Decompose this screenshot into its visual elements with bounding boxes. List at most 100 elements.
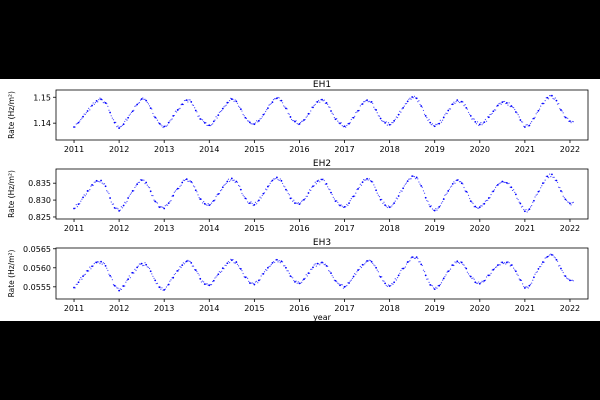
- data-point-scatter: [435, 208, 437, 210]
- data-point-scatter: [445, 274, 447, 276]
- data-point: [91, 104, 93, 107]
- data-point-scatter: [256, 280, 258, 282]
- data-point-scatter: [327, 103, 329, 105]
- data-point: [411, 256, 414, 259]
- data-point-scatter: [383, 201, 385, 203]
- data-point-scatter: [178, 187, 180, 190]
- data-point-scatter: [553, 256, 555, 258]
- data-point-scatter: [399, 110, 401, 113]
- data-point: [542, 261, 544, 263]
- data-point-scatter: [437, 207, 439, 209]
- data-point-scatter: [327, 186, 329, 188]
- data-point-scatter: [106, 267, 108, 269]
- data-point-scatter: [337, 120, 339, 122]
- data-point: [487, 197, 490, 199]
- data-point: [257, 279, 260, 282]
- data-point-scatter: [241, 270, 243, 272]
- data-point-scatter: [188, 99, 190, 101]
- data-point-scatter: [571, 279, 573, 281]
- data-point-scatter: [355, 273, 357, 276]
- data-point-scatter: [346, 203, 348, 206]
- data-point-scatter: [457, 261, 459, 264]
- data-point-scatter: [400, 190, 402, 192]
- data-point: [415, 176, 418, 179]
- y-tick-label: 0.0565: [23, 245, 51, 254]
- data-point: [523, 287, 526, 289]
- data-point-scatter: [214, 277, 216, 279]
- data-point-scatter: [365, 261, 367, 263]
- data-point-scatter: [431, 208, 434, 210]
- data-point-scatter: [192, 104, 195, 106]
- data-point-scatter: [75, 123, 77, 125]
- data-point: [316, 101, 319, 103]
- data-point: [375, 266, 377, 269]
- data-point: [424, 196, 427, 199]
- data-point: [325, 264, 328, 267]
- data-point-scatter: [543, 102, 545, 105]
- data-point-scatter: [430, 123, 432, 126]
- data-point-scatter: [236, 181, 239, 183]
- data-point-scatter: [358, 268, 360, 271]
- data-point: [248, 282, 251, 284]
- data-point-scatter: [467, 194, 470, 196]
- x-tick-label: 2014: [199, 304, 219, 313]
- data-point-scatter: [212, 280, 214, 283]
- data-point-scatter: [336, 200, 338, 202]
- data-point-scatter: [318, 179, 320, 181]
- data-point-scatter: [480, 282, 482, 284]
- data-point-scatter: [98, 99, 100, 101]
- data-point: [181, 103, 184, 106]
- data-point-scatter: [102, 102, 104, 104]
- data-point-scatter: [571, 202, 573, 204]
- data-point-scatter: [295, 120, 297, 122]
- data-point-scatter: [485, 276, 488, 278]
- data-point-scatter: [228, 180, 231, 183]
- data-point-scatter: [160, 124, 162, 126]
- data-point-scatter: [97, 180, 99, 182]
- panel-eh1: EH1 2011 2012 2013 2014 2015 2016 2017 2018 2019 2…: [7, 80, 589, 154]
- data-point-scatter: [207, 203, 209, 205]
- data-point-scatter: [442, 201, 444, 203]
- data-point-scatter: [499, 182, 501, 184]
- data-point-scatter: [92, 184, 94, 186]
- data-point-scatter: [445, 193, 447, 196]
- data-point-scatter: [351, 277, 354, 279]
- data-point: [285, 188, 287, 191]
- data-point: [402, 187, 405, 190]
- data-point-scatter: [117, 208, 119, 210]
- data-point-scatter: [412, 256, 414, 258]
- data-point: [185, 99, 188, 101]
- data-point: [289, 197, 292, 200]
- data-point-scatter: [174, 110, 177, 112]
- data-point-scatter: [549, 254, 551, 256]
- data-point-scatter: [565, 117, 568, 119]
- data-point-scatter: [471, 118, 473, 120]
- data-point-scatter: [408, 178, 410, 180]
- data-point-scatter: [250, 282, 252, 284]
- data-point-scatter: [369, 259, 372, 262]
- data-point-scatter: [552, 97, 554, 100]
- data-point-scatter: [489, 274, 491, 276]
- data-point-scatter: [507, 261, 509, 263]
- data-point-scatter: [125, 202, 127, 204]
- data-point-scatter: [517, 274, 519, 276]
- data-point-scatter: [500, 181, 502, 183]
- data-point-scatter: [182, 262, 184, 264]
- data-point: [560, 190, 562, 192]
- data-point-scatter: [205, 203, 207, 206]
- data-point: [487, 274, 490, 277]
- data-point-scatter: [340, 122, 342, 124]
- data-point-scatter: [76, 206, 79, 208]
- data-point-scatter: [187, 101, 189, 103]
- data-point-scatter: [331, 193, 333, 196]
- data-point: [456, 99, 459, 101]
- data-point: [388, 285, 391, 287]
- data-point-scatter: [97, 101, 99, 103]
- data-point-scatter: [223, 106, 225, 108]
- data-point-scatter: [288, 194, 290, 196]
- data-point: [127, 278, 130, 281]
- data-point-scatter: [514, 108, 516, 111]
- data-point-scatter: [559, 108, 561, 110]
- x-tick-label: 2022: [560, 224, 580, 233]
- data-point-scatter: [274, 261, 276, 264]
